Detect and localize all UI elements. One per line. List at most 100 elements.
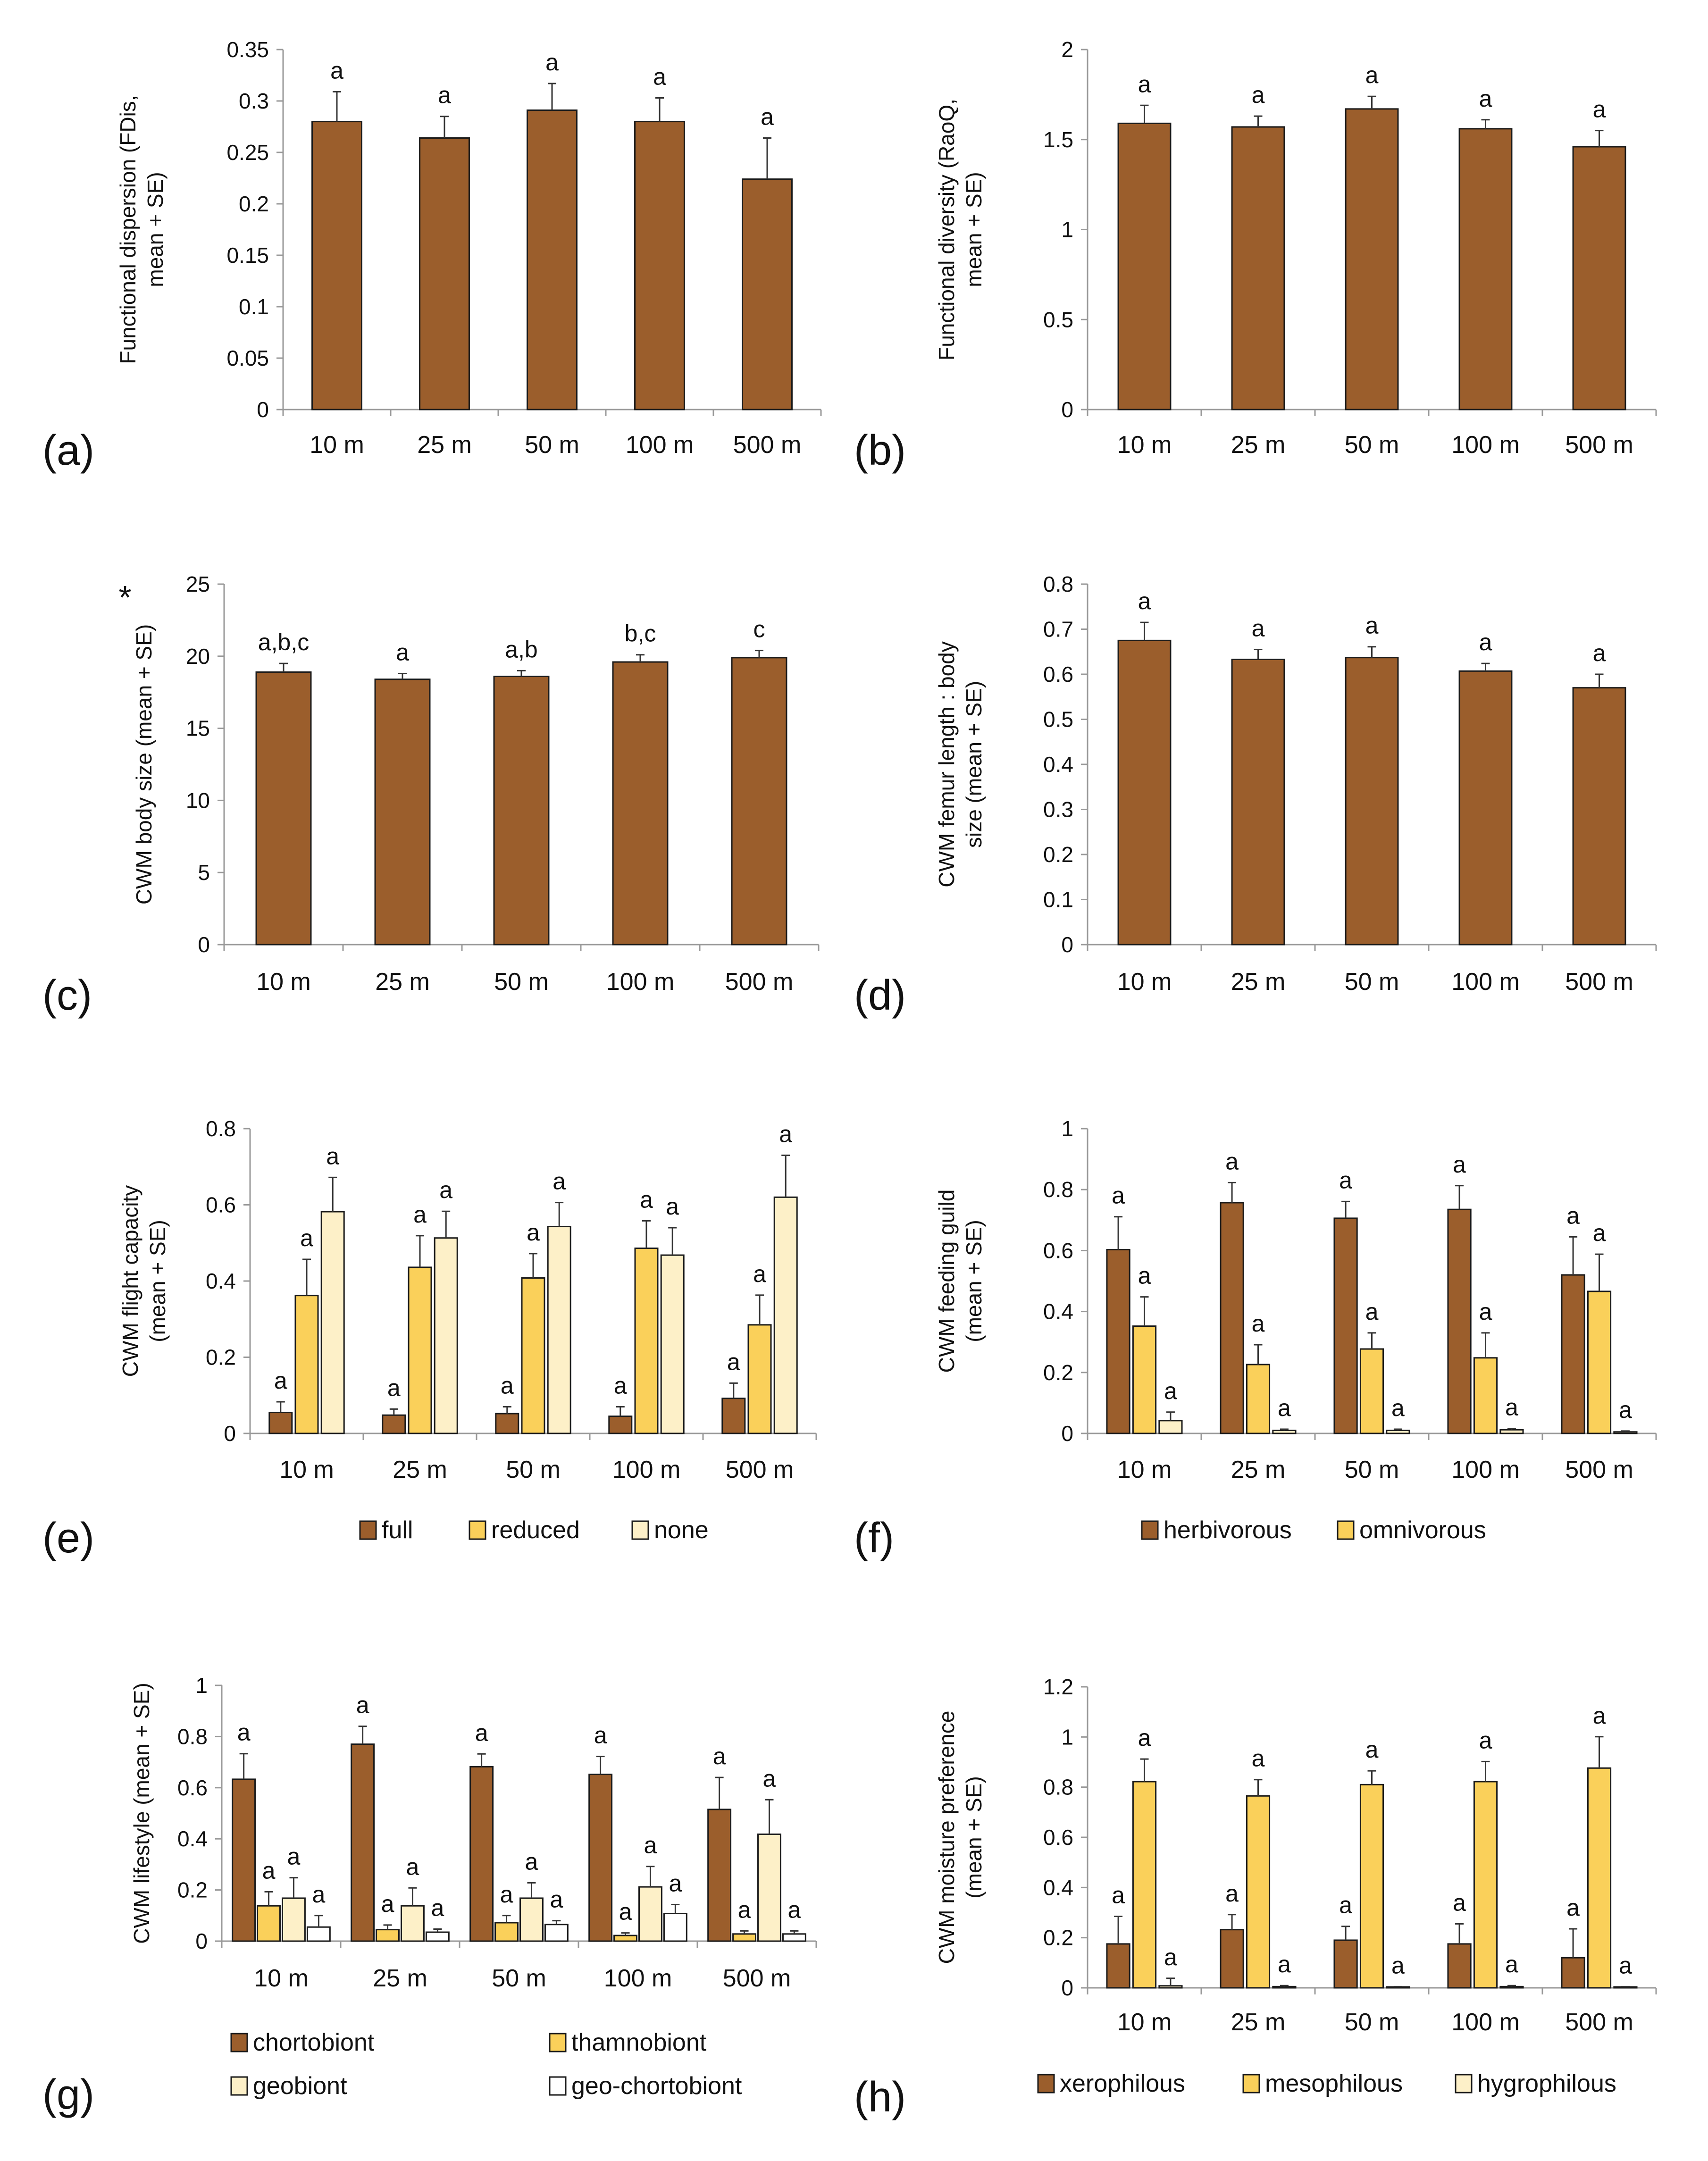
- bar-geo-chortobiont: [425, 1931, 450, 1942]
- x-tick-label: 25 m: [373, 1965, 427, 1992]
- y-tick-label: 0.2: [1043, 842, 1073, 867]
- significance-letter: a: [753, 1261, 766, 1287]
- significance-letter: a: [550, 1886, 563, 1913]
- y-tick-label: 0.3: [1043, 797, 1073, 822]
- significance-letter: a: [727, 1349, 740, 1375]
- bar-omnivorous: [1587, 1290, 1612, 1434]
- legend-label: omnivorous: [1359, 1516, 1486, 1544]
- y-tick-label: 0.4: [1043, 752, 1073, 777]
- bar-full: [721, 1398, 746, 1434]
- y-axis-title-line: (mean + SE): [962, 1776, 986, 1899]
- significance-letter: a: [237, 1719, 251, 1746]
- x-tick-label: 500 m: [1565, 1456, 1633, 1483]
- significance-letter: a: [1479, 629, 1492, 655]
- y-tick-label: 0.4: [1043, 1875, 1073, 1900]
- significance-letter: a: [326, 1143, 339, 1169]
- y-axis-title: CWM femur length : body size (mean + SE): [934, 641, 986, 888]
- y-axis-title-line: (mean + SE): [962, 1220, 986, 1342]
- legend-label: chortobiont: [253, 2029, 375, 2056]
- bar-herbivorous: [1333, 1217, 1358, 1434]
- significance-letter: a: [312, 1881, 325, 1908]
- significance-letter: a: [1164, 1944, 1177, 1970]
- y-tick-label: 0.8: [177, 1724, 208, 1749]
- y-tick-label: 1: [1061, 1116, 1073, 1141]
- x-tick-label: 25 m: [393, 1456, 447, 1483]
- significance-letter: a: [356, 1692, 369, 1718]
- bar-none: [547, 1226, 571, 1434]
- y-axis-title-line: CWM femur length : body: [934, 641, 959, 888]
- x-tick-label: 50 m: [1345, 968, 1399, 996]
- y-axis-title-line: CWM flight capacity: [118, 1185, 142, 1377]
- significance-letter: a: [1566, 1202, 1580, 1229]
- bar-omnivorous: [1132, 1325, 1157, 1434]
- significance-letter: a: [644, 1832, 657, 1859]
- bar-xerophilous: [1447, 1943, 1472, 1989]
- chart-panel-d: 0 0.1 0.2 0.3 0.4 0.5 0.6 0.7 0.8 10 m 25 m 50 m 100…: [854, 572, 1657, 1019]
- significance-letter: a: [1138, 71, 1151, 97]
- x-tick-label: 500 m: [1565, 968, 1633, 996]
- significance-letter: a: [669, 1870, 682, 1896]
- bar-body-size: [255, 671, 312, 946]
- y-tick-label: 1: [195, 1673, 208, 1698]
- y-tick-label: 1.2: [1043, 1675, 1073, 1699]
- x-tick-label: 25 m: [417, 431, 472, 459]
- legend-label: xerophilous: [1060, 2070, 1185, 2097]
- legend-label: herbivorous: [1164, 1516, 1292, 1544]
- significance-letter: a: [1391, 1952, 1405, 1978]
- y-axis-title-line: size (mean + SE): [962, 681, 986, 848]
- significance-letter: a: [1505, 1394, 1518, 1421]
- bar-hygrophilous: [1158, 1985, 1183, 1989]
- y-tick-label: 0: [1061, 1976, 1073, 2000]
- significance-letter: a: [1112, 1182, 1125, 1209]
- legend-swatch: [230, 2033, 248, 2052]
- y-tick-label: 0.7: [1043, 617, 1073, 642]
- significance-letter: a: [1365, 62, 1379, 88]
- significance-letter: a: [1252, 1310, 1265, 1337]
- significance-letter: a: [640, 1186, 653, 1213]
- y-axis-title-line: CWM lifestyle (mean + SE): [129, 1683, 154, 1943]
- x-tick-label: 25 m: [1231, 1456, 1286, 1483]
- bar-femur-ratio: [1231, 658, 1285, 946]
- x-tick-label: 50 m: [506, 1456, 561, 1483]
- significance-letter: a: [439, 1177, 452, 1203]
- bar-xerophilous: [1561, 1957, 1585, 1989]
- significance-letter: a: [1252, 1745, 1265, 1772]
- y-axis-title-line: Functional diversity (RaoQ,: [934, 99, 959, 360]
- x-tick-label: 100 m: [1451, 1456, 1520, 1483]
- x-tick-label: 10 m: [256, 968, 311, 996]
- bar-geobiont: [401, 1905, 425, 1942]
- bar-body-size: [612, 661, 669, 946]
- x-tick-label: 100 m: [606, 968, 675, 996]
- y-tick-label: 0: [198, 932, 210, 957]
- bar-other: [1386, 1430, 1410, 1434]
- x-tick-label: 500 m: [1565, 2009, 1633, 2036]
- chart-panel-c: 0 5 10 15 20 25 10 m 25 m 50 m 100 m 500 m a,b,c a a,…: [42, 572, 820, 1019]
- y-axis-title-line: (mean + SE): [145, 1220, 170, 1342]
- bar-thamnobiont: [257, 1905, 281, 1942]
- y-axis-title-line: mean + SE): [143, 172, 167, 287]
- x-tick-label: 25 m: [1231, 968, 1286, 996]
- y-tick-label: 0.8: [1043, 1177, 1073, 1202]
- bar-xerophilous: [1106, 1943, 1130, 1989]
- significance-letter: a: [1479, 85, 1492, 112]
- x-tick-label: 100 m: [1451, 968, 1520, 996]
- significance-letter: a: [1365, 1736, 1379, 1763]
- bar-geo-chortobiont: [306, 1926, 331, 1942]
- bar-herbivorous: [1561, 1274, 1585, 1434]
- y-tick-label: 25: [186, 572, 210, 596]
- y-tick-label: 1: [1061, 1725, 1073, 1749]
- y-tick-label: 0.2: [206, 1345, 236, 1370]
- significance-letter: a: [1225, 1880, 1239, 1907]
- significance-letter: a: [1278, 1951, 1291, 1977]
- significance-letter: a: [1453, 1151, 1466, 1178]
- x-tick-label: 100 m: [1451, 2009, 1520, 2036]
- legend-label: reduced: [491, 1516, 580, 1544]
- bar-hygrophilous: [1499, 1985, 1524, 1989]
- bar-full: [268, 1412, 293, 1434]
- significance-letter: a: [406, 1853, 419, 1880]
- y-axis-title: CWM body size (mean + SE): [132, 624, 156, 905]
- x-tick-label: 25 m: [375, 968, 430, 996]
- y-tick-label: 0.5: [1043, 307, 1073, 332]
- legend-swatch: [549, 2033, 567, 2052]
